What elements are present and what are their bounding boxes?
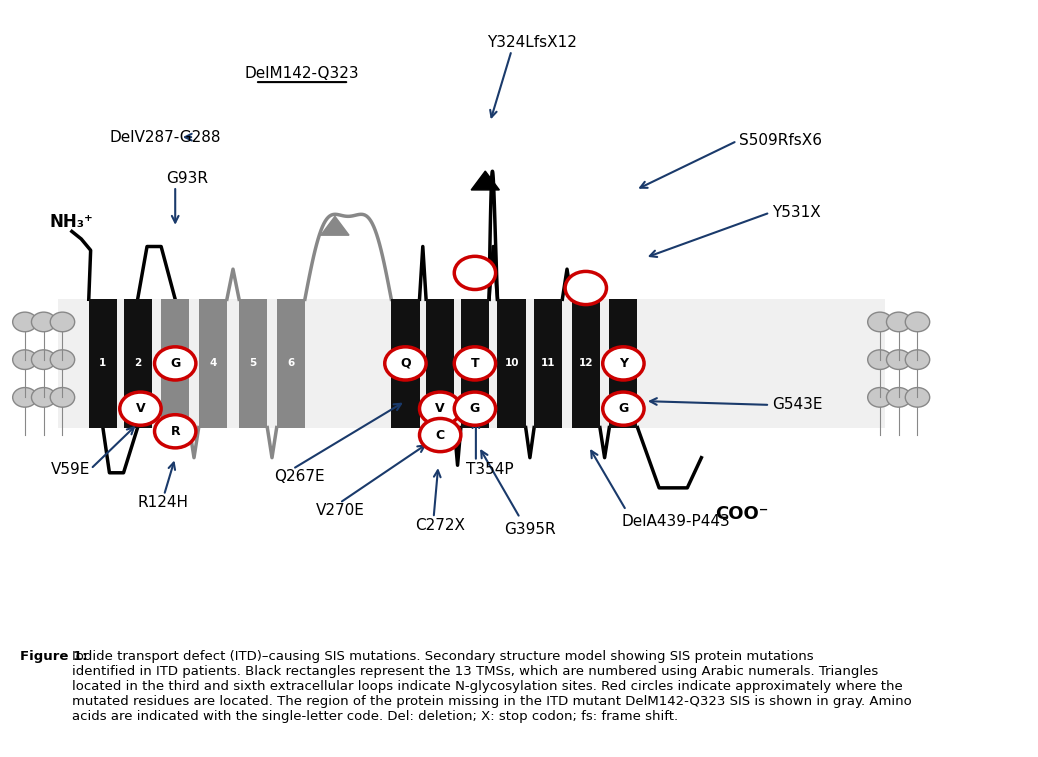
- Circle shape: [419, 419, 461, 452]
- Text: 12: 12: [578, 358, 593, 369]
- Text: COO⁻: COO⁻: [715, 505, 769, 523]
- Text: NH₃⁺: NH₃⁺: [50, 213, 93, 232]
- Text: 11: 11: [541, 358, 555, 369]
- Circle shape: [455, 257, 495, 289]
- Text: DelA439-P443: DelA439-P443: [622, 514, 731, 529]
- Bar: [572, 299, 600, 428]
- Bar: [461, 299, 489, 428]
- Circle shape: [603, 392, 644, 425]
- Circle shape: [50, 312, 75, 332]
- Circle shape: [603, 347, 644, 380]
- Bar: [609, 299, 637, 428]
- Polygon shape: [471, 171, 499, 190]
- Circle shape: [12, 350, 37, 369]
- Circle shape: [31, 350, 56, 369]
- Text: 2: 2: [134, 358, 141, 369]
- Circle shape: [455, 347, 495, 380]
- Bar: [198, 299, 227, 428]
- Text: G: G: [619, 402, 629, 415]
- Bar: [239, 299, 268, 428]
- Text: 5: 5: [249, 358, 256, 369]
- Circle shape: [565, 272, 606, 304]
- Text: Y: Y: [619, 357, 628, 370]
- Circle shape: [50, 350, 75, 369]
- Circle shape: [12, 388, 37, 407]
- Text: C: C: [436, 428, 444, 441]
- Circle shape: [886, 312, 911, 332]
- Circle shape: [419, 392, 461, 425]
- Text: T: T: [470, 357, 480, 370]
- Bar: [497, 299, 525, 428]
- Circle shape: [31, 312, 56, 332]
- Circle shape: [50, 388, 75, 407]
- Text: Iodide transport defect (ITD)–causing SIS mutations. Secondary structure model s: Iodide transport defect (ITD)–causing SI…: [72, 650, 911, 723]
- Text: V: V: [136, 402, 145, 415]
- Bar: [89, 299, 117, 428]
- Text: G: G: [470, 402, 480, 415]
- Bar: [277, 299, 305, 428]
- Circle shape: [119, 392, 161, 425]
- Circle shape: [868, 312, 892, 332]
- Text: V59E: V59E: [51, 462, 90, 476]
- Text: G395R: G395R: [504, 522, 555, 537]
- Circle shape: [385, 347, 426, 380]
- Text: T354P: T354P: [466, 462, 514, 476]
- Text: G93R: G93R: [166, 171, 208, 186]
- Text: R: R: [170, 425, 180, 438]
- Polygon shape: [321, 217, 349, 235]
- Bar: [426, 299, 455, 428]
- Text: Y324LfsX12: Y324LfsX12: [487, 36, 577, 51]
- Text: Y531X: Y531X: [772, 205, 821, 220]
- Circle shape: [905, 350, 930, 369]
- Text: Q267E: Q267E: [274, 469, 325, 484]
- Circle shape: [886, 388, 911, 407]
- Text: DelM142-Q323: DelM142-Q323: [245, 66, 359, 80]
- Text: 10: 10: [504, 358, 519, 369]
- Text: 6: 6: [288, 358, 295, 369]
- Text: G: G: [170, 357, 181, 370]
- Circle shape: [155, 415, 196, 448]
- Text: DelV287-G288: DelV287-G288: [109, 129, 221, 145]
- Circle shape: [455, 392, 495, 425]
- Bar: [58, 299, 884, 428]
- Bar: [161, 299, 189, 428]
- Text: C272X: C272X: [415, 518, 465, 533]
- Bar: [124, 299, 152, 428]
- Text: Q: Q: [400, 357, 411, 370]
- Text: V270E: V270E: [317, 503, 365, 518]
- Circle shape: [31, 388, 56, 407]
- Circle shape: [905, 312, 930, 332]
- Bar: [391, 299, 419, 428]
- Text: R124H: R124H: [138, 495, 189, 510]
- Text: 13: 13: [617, 358, 631, 369]
- Circle shape: [868, 388, 892, 407]
- Text: S509RfsX6: S509RfsX6: [739, 133, 822, 148]
- Text: G543E: G543E: [772, 397, 822, 413]
- Text: V: V: [435, 402, 445, 415]
- Bar: [535, 299, 563, 428]
- Circle shape: [886, 350, 911, 369]
- Circle shape: [905, 388, 930, 407]
- Text: 4: 4: [209, 358, 217, 369]
- Circle shape: [868, 350, 892, 369]
- Circle shape: [12, 312, 37, 332]
- Text: Figure 1:: Figure 1:: [20, 650, 92, 663]
- Text: 1: 1: [100, 358, 107, 369]
- Circle shape: [155, 347, 196, 380]
